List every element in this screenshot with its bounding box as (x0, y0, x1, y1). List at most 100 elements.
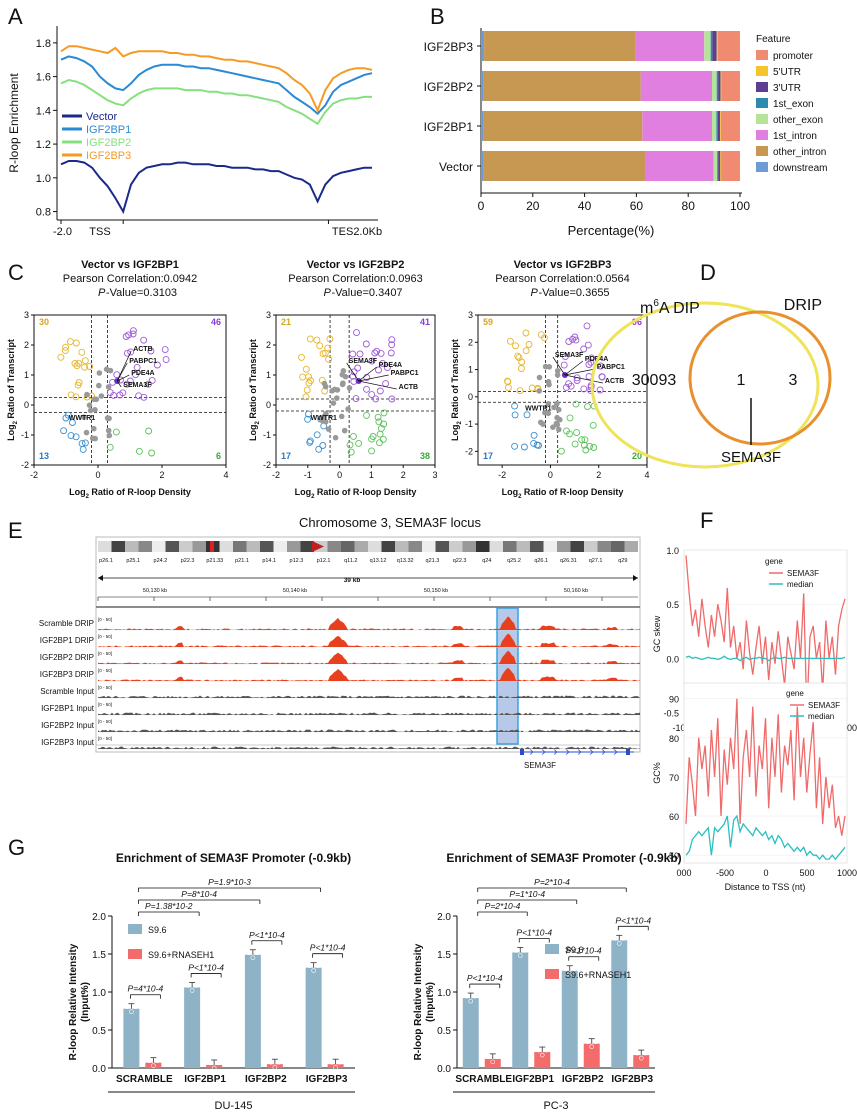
data-point-ns (92, 396, 99, 403)
data-point-tr (569, 335, 576, 343)
x-tick-label: 500 (799, 868, 814, 878)
data-point-tr (588, 354, 596, 362)
ideogram-band (152, 541, 166, 552)
band-label: p25.1 (126, 558, 140, 564)
data-point-ns (536, 388, 542, 394)
coverage-track (98, 633, 640, 647)
y-tick-label: 3 (24, 310, 29, 320)
data-point-tr (388, 336, 396, 344)
data-point-ns (338, 413, 345, 420)
data-point-ns (341, 427, 348, 434)
y-tick-label: 1.6 (36, 72, 51, 84)
bar-s96 (305, 967, 322, 1068)
data-point-br (135, 447, 143, 455)
gene-label: SEMA3F (123, 382, 152, 389)
data-point-tl (78, 348, 86, 356)
data-point-tl (313, 336, 321, 344)
data-point-br (106, 443, 114, 451)
bar-segment-3utr (717, 111, 720, 141)
data-point-br (374, 413, 382, 421)
bar-s96 (244, 954, 261, 1068)
x-tick-label: 4 (223, 470, 228, 480)
replicate-dot (185, 983, 191, 988)
bar-segment-other_intron (483, 111, 643, 141)
replicate-dot (337, 1059, 342, 1065)
bar-segment-downstream (481, 151, 484, 181)
data-point-tr (368, 391, 376, 399)
bar-segment-3utr (718, 71, 721, 101)
data-point-tr (580, 385, 588, 393)
data-point-tl (81, 363, 89, 371)
data-point-tl (299, 373, 307, 381)
ideogram-band (111, 541, 125, 552)
data-point-bl (68, 419, 76, 426)
y-tick-label: 1.4 (36, 105, 51, 117)
data-point-ns (103, 366, 110, 373)
data-point-tr (597, 362, 605, 370)
data-point-tl (302, 393, 310, 401)
data-point-tr (584, 341, 592, 349)
data-point-tr (587, 358, 595, 366)
replicate-dot (246, 950, 252, 956)
data-point-tr (379, 359, 387, 367)
x-tick-label: 80 (682, 199, 696, 213)
x-axis-label: Distance to TSS (nt) (725, 882, 806, 892)
legend-swatch (756, 162, 768, 172)
series-line-sema3f (685, 555, 846, 713)
series-line-median (685, 655, 846, 662)
venn-circle-left (590, 301, 820, 469)
count-label: 59 (483, 317, 493, 327)
data-point-br (355, 439, 363, 447)
ideogram-band (125, 541, 139, 552)
ideogram-band (179, 541, 193, 552)
legend-title: gene (786, 689, 804, 698)
replicate-dot (616, 941, 622, 946)
y-tick-label: 2.0 (92, 912, 106, 923)
y-tick-label: 70 (669, 773, 679, 783)
replicate-dot (147, 1058, 152, 1063)
gene-pointer (358, 380, 397, 390)
legend-label: IGF2BP2 (86, 137, 131, 149)
y-tick-label: 90 (669, 695, 679, 705)
legend-label: Vector (86, 111, 118, 123)
chart-stat: P (98, 287, 106, 299)
data-point-bl (523, 411, 531, 419)
bar-rnaseh1 (534, 1052, 551, 1068)
chart-title: Enrichment of SEMA3F Promoter (-0.9kb) (116, 851, 351, 865)
coord-label: 50,150 kb (424, 588, 448, 594)
coverage-track (98, 695, 640, 698)
data-point-ns (556, 426, 562, 433)
ideogram-band (611, 541, 625, 552)
legend-title: Feature (756, 34, 791, 45)
data-point-ns (91, 425, 97, 432)
data-point-tr (585, 361, 593, 368)
gene-label: SEMA3F (555, 352, 584, 359)
data-point-tl (75, 359, 83, 367)
x-tick-label: -1 (304, 470, 312, 480)
data-point-bl (305, 410, 312, 418)
data-point-tr (388, 395, 396, 403)
data-point-ns (545, 401, 552, 407)
chart-stat: Pearson Correlation:0.0963 (288, 273, 423, 285)
y-tick-label: 1 (266, 370, 271, 380)
plot-frame (275, 314, 436, 466)
gene-label: PABPC1 (129, 358, 157, 365)
band-label: q11.2 (344, 558, 357, 564)
legend-swatch (545, 969, 559, 979)
legend-swatch (128, 924, 142, 934)
data-point-tr (140, 336, 148, 344)
y-tick-label: 0.5 (437, 1026, 451, 1037)
y-tick-label: 1.8 (36, 38, 51, 50)
data-point-tr (373, 347, 381, 355)
bar-segment-5utr (720, 151, 722, 181)
panel-letter-d: D (700, 260, 716, 285)
data-point-br (376, 439, 383, 447)
y-tick-label: 2 (266, 340, 271, 350)
legend-label: SEMA3F (808, 701, 840, 710)
x-tick-label: 1000 (837, 868, 857, 878)
strand-arrow (577, 749, 582, 755)
ideogram-band (516, 541, 530, 552)
track-label: IGF2BP2 Input (41, 721, 95, 730)
data-point-tr (571, 333, 579, 341)
venn-set-label: m6A DIP (640, 298, 700, 317)
